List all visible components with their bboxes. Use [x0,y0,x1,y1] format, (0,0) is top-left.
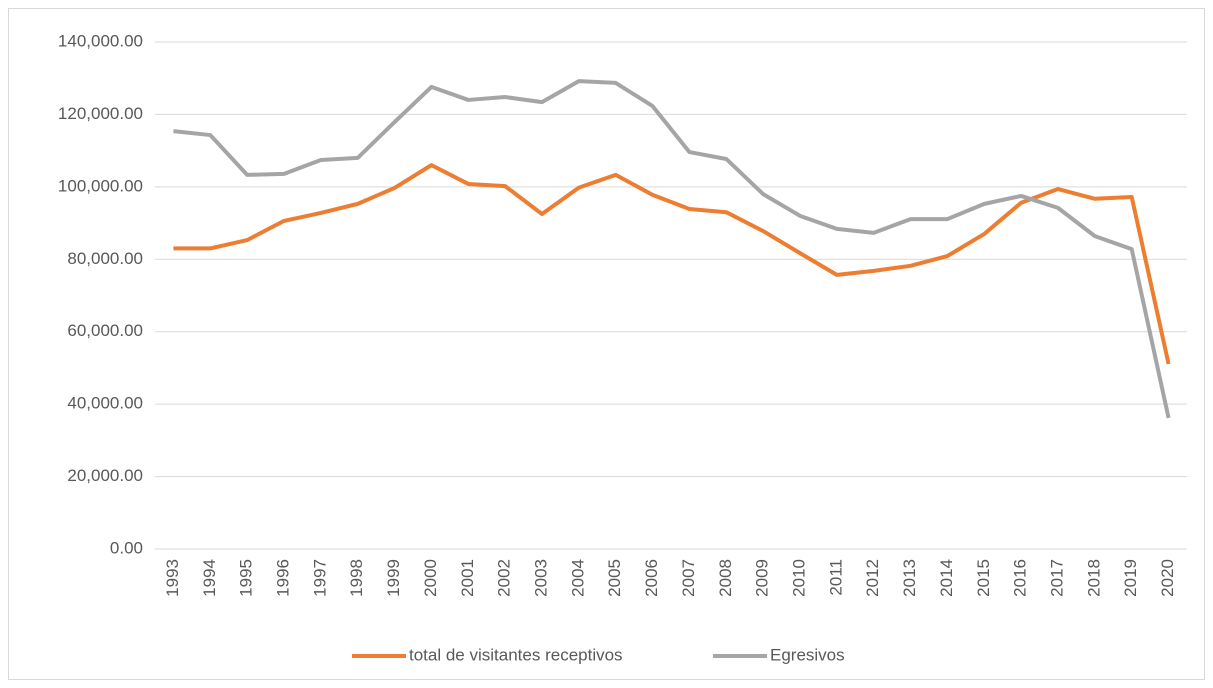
x-tick-label: 2020 [1158,559,1177,597]
x-tick-label: 2016 [1011,559,1030,597]
x-tick-label: 2017 [1047,559,1066,597]
x-tick-label: 1999 [384,559,403,597]
x-tick-label: 2018 [1084,559,1103,597]
x-tick-label: 2014 [937,559,956,597]
x-tick-label: 2002 [495,559,514,597]
y-tick-label: 100,000.00 [58,176,143,195]
legend-label: total de visitantes receptivos [409,645,623,664]
y-tick-label: 80,000.00 [67,249,143,268]
chart-border [8,8,1205,680]
x-tick-label: 2013 [900,559,919,597]
x-tick-label: 2001 [458,559,477,597]
x-tick-label: 2010 [789,559,808,597]
x-tick-label: 2008 [716,559,735,597]
y-tick-label: 0.00 [110,538,143,557]
x-tick-label: 1995 [237,559,256,597]
series-line [173,163,1171,365]
y-tick-label: 60,000.00 [67,321,143,340]
x-tick-label: 2000 [421,559,440,597]
x-tick-label: 2006 [642,559,661,597]
x-tick-label: 1997 [310,559,329,597]
legend-label: Egresivos [770,645,845,664]
x-tick-label: 1996 [273,559,292,597]
y-tick-label: 40,000.00 [67,394,143,413]
x-tick-label: 2011 [826,559,845,596]
x-tick-label: 2019 [1121,559,1140,597]
x-tick-label: 2009 [753,559,772,597]
y-tick-label: 120,000.00 [58,104,143,123]
x-tick-label: 1993 [163,559,182,597]
x-tick-label: 2015 [974,559,993,597]
series-line [173,79,1171,419]
x-tick-label: 2007 [679,559,698,597]
x-tick-label: 2004 [568,559,587,597]
x-tick-label: 2005 [605,559,624,597]
y-tick-label: 140,000.00 [58,31,143,50]
x-tick-label: 2003 [531,559,550,597]
y-tick-label: 20,000.00 [67,466,143,485]
x-tick-label: 1998 [347,559,366,597]
x-tick-label: 2012 [863,559,882,597]
x-tick-label: 1994 [200,559,219,597]
